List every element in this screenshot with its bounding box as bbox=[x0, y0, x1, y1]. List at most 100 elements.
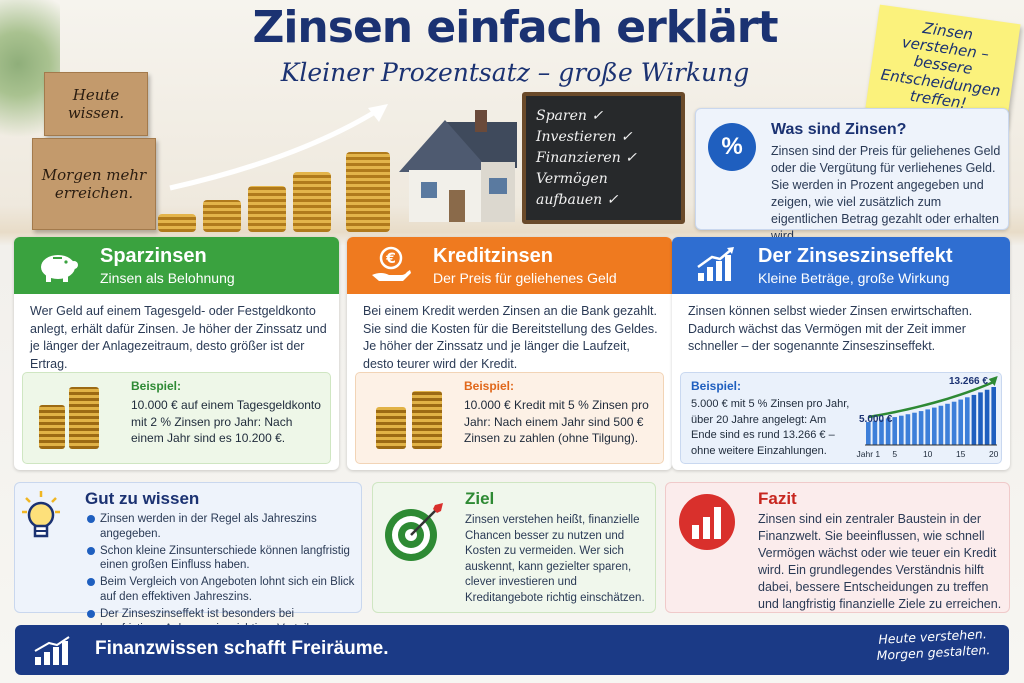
savings-subtitle: Zinsen als Belohnung bbox=[100, 270, 235, 286]
svg-text:€: € bbox=[385, 251, 396, 267]
lightbulb-icon bbox=[22, 491, 60, 538]
goal-text: Zinsen verstehen heißt, finanzielle Chan… bbox=[465, 514, 645, 604]
chart-bar bbox=[932, 407, 937, 445]
chart-bar bbox=[885, 418, 891, 445]
chart-bar bbox=[892, 417, 897, 445]
coin-stack bbox=[293, 172, 331, 232]
savings-example-text: 10.000 € auf einem Tagesgeldkonto mit 2 … bbox=[131, 398, 321, 445]
goal-title: Ziel bbox=[465, 489, 495, 508]
page-title: Zinsen einfach erklärt bbox=[252, 2, 778, 53]
chart-bar bbox=[978, 392, 983, 445]
coin-stack bbox=[69, 387, 99, 449]
list-item: Schon kleine Zinsunterschiede können lan… bbox=[87, 544, 355, 574]
what-is-text: Zinsen sind der Preis für geliehenes Gel… bbox=[771, 144, 1001, 243]
conclusion-text: Zinsen sind ein zentraler Baustein in de… bbox=[758, 512, 1002, 611]
arrow-icon bbox=[988, 376, 998, 386]
chart-bar bbox=[905, 414, 911, 445]
chalk-item: Finanzieren ✓ bbox=[536, 150, 637, 166]
tick-label: 15 bbox=[956, 449, 966, 459]
chart-bar bbox=[918, 411, 924, 445]
chart-bar bbox=[912, 412, 917, 445]
list-item: Beim Vergleich von Angeboten lohnt sich … bbox=[87, 575, 355, 605]
compound-card: Der Zinseszinseffekt Kleine Beträge, gro… bbox=[672, 237, 1010, 470]
target-icon bbox=[385, 503, 443, 561]
compound-title: Der Zinseszinseffekt bbox=[758, 245, 953, 267]
chart-end-label: 13.266 € bbox=[949, 376, 988, 387]
coin-stacks bbox=[158, 140, 398, 232]
tick-label: Jahr 1 bbox=[856, 449, 880, 459]
list-item: Zinsen werden in der Regel als Jahreszin… bbox=[87, 512, 355, 542]
growth-chart-icon bbox=[34, 636, 70, 665]
chalk-item: Sparen ✓ bbox=[536, 108, 604, 124]
wood-blocks: Heute wissen. Morgen mehr erreichen. bbox=[28, 72, 158, 232]
page-subtitle: Kleiner Prozentsatz – große Wirkung bbox=[280, 58, 750, 87]
compound-example: Beispiel: 5.000 € mit 5 % Zinsen pro Jah… bbox=[680, 372, 1002, 464]
credit-subtitle: Der Preis für geliehenes Geld bbox=[433, 270, 617, 286]
chalk-item: Vermögen aufbauen ✓ bbox=[536, 171, 619, 208]
coin-stack bbox=[203, 200, 241, 232]
chart-start-label: 5.000 € bbox=[859, 414, 893, 425]
chart-bar bbox=[879, 419, 884, 445]
good-to-know-title: Gut zu wissen bbox=[85, 489, 200, 508]
growth-arrow-icon bbox=[169, 104, 388, 191]
tick-label: 20 bbox=[989, 449, 999, 459]
what-is-card: % Was sind Zinsen? Zinsen sind der Preis… bbox=[695, 108, 1009, 243]
chart-bar bbox=[984, 389, 990, 445]
chart-bar bbox=[971, 394, 977, 445]
growth-chart-icon bbox=[697, 247, 734, 281]
chart-bar bbox=[872, 420, 878, 445]
compound-header: Der Zinseszinseffekt Kleine Beträge, gro… bbox=[672, 237, 1010, 294]
house-icon bbox=[399, 110, 517, 222]
euro-hand-icon: € bbox=[372, 246, 411, 281]
credit-example-text: 10.000 € Kredit mit 5 % Zinsen pro Jahr:… bbox=[464, 398, 649, 445]
chalkboard: Sparen ✓ Investieren ✓ Finanzieren ✓ Ver… bbox=[522, 92, 685, 224]
compound-chart: Jahr 1 5 10 15 20 5.000 € 13.266 € bbox=[856, 376, 999, 459]
compound-example-text: 5.000 € mit 5 % Zinsen pro Jahr, über 20… bbox=[691, 398, 850, 457]
tick-label: 5 bbox=[892, 449, 897, 459]
credit-example: Beispiel: 10.000 € Kredit mit 5 % Zinsen… bbox=[355, 372, 664, 464]
credit-title: Kreditzinsen bbox=[433, 245, 554, 267]
savings-header: Sparzinsen Zinsen als Belohnung bbox=[14, 237, 339, 294]
credit-card: € Kreditzinsen Der Preis für geliehenes … bbox=[347, 237, 672, 470]
compound-text: Zinsen können selbst wieder Zinsen erwir… bbox=[688, 304, 973, 353]
piggy-bank-icon bbox=[41, 255, 78, 282]
growth-line bbox=[868, 380, 995, 419]
chart-bar bbox=[951, 401, 957, 445]
chart-bar bbox=[938, 405, 944, 445]
coin-stack bbox=[158, 214, 196, 232]
chart-bar bbox=[925, 409, 930, 445]
chart-bar bbox=[991, 387, 996, 445]
savings-example-label: Beispiel: bbox=[131, 379, 182, 393]
wood-block-top: Heute wissen. bbox=[44, 72, 148, 136]
compound-subtitle: Kleine Beträge, große Wirkung bbox=[758, 270, 950, 286]
savings-card: Sparzinsen Zinsen als Belohnung Wer Geld… bbox=[14, 237, 339, 470]
savings-text: Wer Geld auf einem Tagesgeld- oder Festg… bbox=[30, 304, 327, 371]
footer-banner: Finanzwissen schafft Freiräume. Heute ve… bbox=[15, 625, 1009, 675]
good-to-know-card: Gut zu wissen Zinsen werden in der Regel… bbox=[14, 482, 362, 635]
coin-stack bbox=[248, 186, 286, 232]
coin-stack bbox=[346, 152, 390, 232]
credit-example-label: Beispiel: bbox=[464, 379, 515, 393]
coin-stack bbox=[39, 405, 65, 449]
chalk-item: Investieren ✓ bbox=[536, 129, 633, 145]
compound-example-label: Beispiel: bbox=[691, 379, 742, 393]
coin-stack bbox=[412, 391, 442, 449]
savings-title: Sparzinsen bbox=[100, 245, 207, 267]
goal-card: Ziel Zinsen verstehen heißt, finanzielle… bbox=[372, 482, 656, 613]
percent-icon: % bbox=[708, 123, 756, 171]
coin-stack bbox=[376, 407, 406, 449]
credit-header: € Kreditzinsen Der Preis für geliehenes … bbox=[347, 237, 672, 294]
footer-text: Finanzwissen schafft Freiräume. bbox=[95, 638, 389, 659]
chart-bar bbox=[899, 415, 904, 445]
footer-slogan: Heute verstehen. Morgen gestalten. bbox=[876, 626, 991, 663]
tick-label: 10 bbox=[923, 449, 933, 459]
what-is-title: Was sind Zinsen? bbox=[771, 121, 907, 138]
savings-example: Beispiel: 10.000 € auf einem Tagesgeldko… bbox=[22, 372, 331, 464]
chart-bar bbox=[965, 397, 970, 445]
good-to-know-list: Zinsen werden in der Regel als Jahreszin… bbox=[87, 512, 355, 638]
wood-block-bottom: Morgen mehr erreichen. bbox=[32, 138, 156, 230]
bar-chart-icon bbox=[679, 494, 735, 550]
conclusion-title: Fazit bbox=[758, 489, 797, 508]
conclusion-card: Fazit Zinsen sind ein zentraler Baustein… bbox=[665, 482, 1010, 613]
chart-bar bbox=[958, 399, 963, 445]
